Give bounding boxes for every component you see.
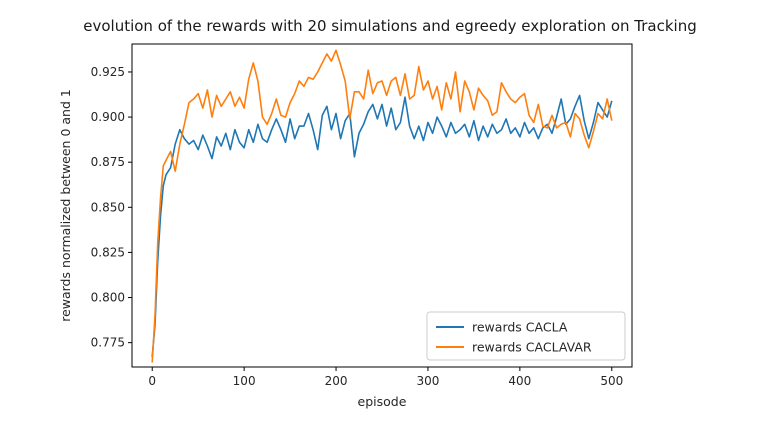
y-tick-label: 0.825 bbox=[91, 245, 125, 259]
y-tick-label: 0.800 bbox=[91, 291, 125, 305]
x-tick-label: 300 bbox=[417, 374, 440, 388]
y-tick-label: 0.925 bbox=[91, 65, 125, 79]
legend-box bbox=[426, 311, 626, 361]
legend: rewards CACLA rewards CACLAVAR bbox=[426, 311, 626, 361]
x-tick-label: 500 bbox=[600, 374, 623, 388]
y-axis-label: rewards normalized between 0 and 1 bbox=[58, 89, 73, 322]
y-axis: 0.775 0.800 0.825 0.850 0.875 0.900 0.925 bbox=[91, 65, 132, 350]
legend-label: rewards CACLAVAR bbox=[472, 340, 592, 355]
plot-frame bbox=[131, 43, 633, 368]
x-tick-label: 200 bbox=[325, 374, 348, 388]
plot-area bbox=[151, 49, 613, 363]
x-axis: 0 100 200 300 400 500 bbox=[148, 367, 623, 388]
x-axis-label: episode bbox=[358, 394, 407, 409]
x-tick-label: 100 bbox=[233, 374, 256, 388]
y-tick-label: 0.875 bbox=[91, 155, 125, 169]
y-tick-label: 0.900 bbox=[91, 110, 125, 124]
y-tick-label: 0.775 bbox=[91, 336, 125, 350]
x-tick-label: 0 bbox=[148, 374, 156, 388]
chart-title: evolution of the rewards with 20 simulat… bbox=[83, 17, 697, 35]
y-tick-label: 0.850 bbox=[91, 200, 125, 214]
x-tick-label: 400 bbox=[508, 374, 531, 388]
series-line-1 bbox=[151, 94, 613, 358]
series-line-2 bbox=[151, 49, 613, 363]
legend-label: rewards CACLA bbox=[472, 320, 568, 335]
